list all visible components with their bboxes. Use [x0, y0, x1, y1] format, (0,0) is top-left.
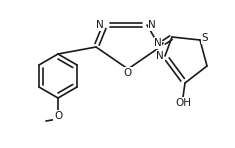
Text: O: O [54, 111, 62, 121]
Text: O: O [124, 68, 132, 78]
Text: OH: OH [175, 98, 191, 108]
Text: N: N [154, 38, 162, 48]
Text: N: N [156, 51, 164, 61]
Text: N: N [96, 20, 104, 30]
Text: S: S [202, 33, 208, 43]
Text: N: N [148, 20, 156, 30]
